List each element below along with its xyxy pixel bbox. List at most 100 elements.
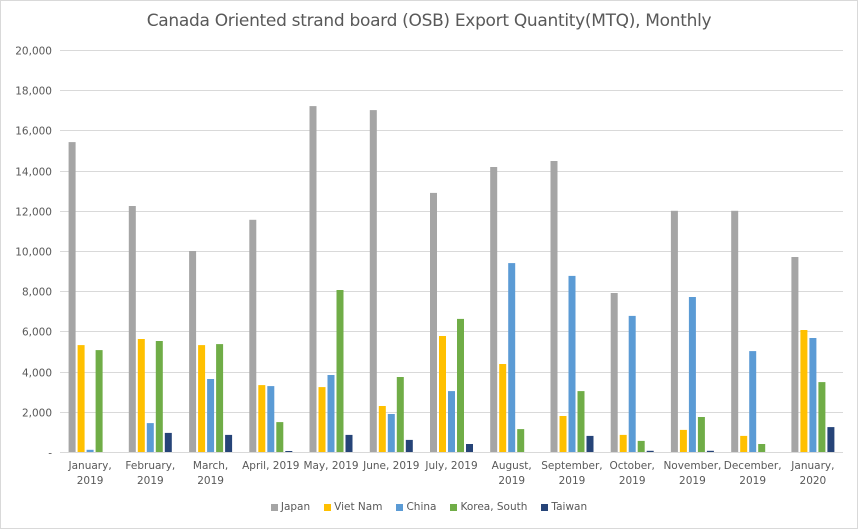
bar-china-4 bbox=[327, 375, 335, 452]
legend-item-viet-nam: Viet Nam bbox=[324, 501, 382, 513]
legend-swatch bbox=[541, 503, 549, 511]
bar-korea-south-11 bbox=[758, 444, 766, 452]
bar-viet-nam-10 bbox=[679, 429, 687, 452]
bar-japan-6 bbox=[430, 192, 437, 452]
y-tick-label: 18,000 bbox=[15, 86, 52, 98]
legend-label: Taiwan bbox=[551, 501, 588, 513]
bar-japan-3 bbox=[249, 219, 257, 452]
y-tick-label: 4,000 bbox=[22, 368, 52, 380]
y-axis: - 2,000 4,000 6,000 8,000 10,000 12,000 14,000 1… bbox=[15, 46, 52, 460]
bar-korea-south-10 bbox=[697, 417, 705, 452]
y-tick-label: 16,000 bbox=[15, 126, 52, 138]
bar-viet-nam-3 bbox=[258, 385, 266, 452]
bar-china-3 bbox=[267, 386, 275, 452]
x-tick-label: September, 2019 bbox=[541, 460, 602, 487]
bar-korea-south-12 bbox=[818, 382, 826, 452]
bar-viet-nam-7 bbox=[499, 364, 507, 452]
bar-taiwan-3 bbox=[285, 451, 293, 452]
x-tick-label: June, 2019 bbox=[362, 460, 419, 472]
legend-label: Japan bbox=[280, 501, 311, 513]
y-tick-label: 6,000 bbox=[22, 327, 52, 339]
bar-taiwan-2 bbox=[225, 434, 233, 452]
bar-taiwan-10 bbox=[706, 450, 714, 452]
bar-taiwan-4 bbox=[345, 434, 353, 452]
bar-china-1 bbox=[146, 423, 154, 452]
bar-korea-south-0 bbox=[95, 350, 103, 452]
bar-japan-12 bbox=[791, 257, 799, 452]
bar-korea-south-9 bbox=[637, 440, 645, 452]
y-tick-label: 2,000 bbox=[22, 408, 52, 420]
bar-japan-7 bbox=[490, 167, 498, 452]
bar-korea-south-6 bbox=[457, 318, 464, 452]
legend-item-japan: Japan bbox=[270, 501, 311, 513]
bar-china-7 bbox=[508, 263, 516, 452]
x-tick-label: April, 2019 bbox=[242, 460, 299, 472]
bar-viet-nam-6 bbox=[439, 336, 446, 452]
x-tick-label: August, 2019 bbox=[492, 460, 532, 487]
x-tick-label: October, 2019 bbox=[610, 460, 655, 487]
y-tick-label: 10,000 bbox=[15, 247, 52, 259]
bar-korea-south-5 bbox=[396, 377, 404, 452]
y-tick-label: - bbox=[48, 448, 52, 460]
bar-viet-nam-5 bbox=[378, 406, 386, 452]
chart-title: Canada Oriented strand board (OSB) Expor… bbox=[146, 11, 712, 31]
legend-swatch bbox=[450, 503, 458, 511]
bar-viet-nam-4 bbox=[318, 387, 326, 452]
bar-japan-2 bbox=[189, 251, 197, 452]
bar-china-9 bbox=[628, 315, 636, 452]
bar-japan-11 bbox=[731, 210, 739, 452]
bar-japan-8 bbox=[550, 161, 558, 452]
bar-japan-4 bbox=[309, 106, 317, 452]
bar-japan-10 bbox=[670, 210, 678, 452]
x-tick-label: January, 2020 bbox=[790, 460, 834, 487]
bar-china-8 bbox=[568, 275, 576, 452]
y-tick-label: 8,000 bbox=[22, 287, 52, 299]
bar-viet-nam-0 bbox=[77, 345, 85, 452]
bar-taiwan-12 bbox=[827, 427, 835, 452]
bar-china-0 bbox=[86, 449, 94, 452]
bar-japan-0 bbox=[68, 142, 76, 452]
x-tick-label: July, 2019 bbox=[424, 460, 477, 472]
bar-taiwan-6 bbox=[466, 444, 473, 452]
bar-china-12 bbox=[809, 338, 817, 452]
bar-china-11 bbox=[749, 351, 757, 452]
bar-korea-south-1 bbox=[155, 341, 163, 452]
y-tick-label: 14,000 bbox=[15, 167, 52, 179]
x-tick-label: March, 2019 bbox=[193, 460, 228, 487]
bar-china-10 bbox=[688, 297, 696, 452]
y-tick-label: 12,000 bbox=[15, 207, 52, 219]
legend-item-taiwan: Taiwan bbox=[541, 501, 587, 513]
bar-taiwan-9 bbox=[646, 450, 654, 452]
x-tick-label: February, 2019 bbox=[125, 460, 175, 487]
x-tick-label: May, 2019 bbox=[303, 460, 358, 472]
bar-korea-south-7 bbox=[517, 429, 525, 452]
bar-japan-9 bbox=[610, 293, 618, 452]
bars bbox=[68, 106, 835, 452]
bar-taiwan-1 bbox=[164, 432, 172, 452]
bar-viet-nam-12 bbox=[800, 330, 808, 452]
legend-swatch bbox=[270, 503, 278, 511]
x-tick-label: December, 2019 bbox=[724, 460, 782, 487]
x-tick-label: January, 2019 bbox=[68, 460, 112, 487]
x-tick-label: November, 2019 bbox=[663, 460, 721, 487]
bar-viet-nam-2 bbox=[198, 345, 206, 452]
bar-viet-nam-11 bbox=[740, 435, 748, 452]
y-tick-label: 20,000 bbox=[15, 46, 52, 58]
bar-korea-south-3 bbox=[276, 422, 284, 452]
legend-label: China bbox=[406, 501, 437, 513]
bar-korea-south-8 bbox=[577, 391, 585, 452]
bar-taiwan-8 bbox=[586, 435, 594, 452]
legend-label: Korea, South bbox=[460, 501, 528, 513]
bar-korea-south-2 bbox=[216, 344, 224, 452]
bar-viet-nam-9 bbox=[619, 434, 627, 452]
bar-china-6 bbox=[448, 391, 455, 452]
bar-china-5 bbox=[387, 414, 395, 452]
bar-viet-nam-1 bbox=[137, 339, 145, 452]
bar-taiwan-5 bbox=[405, 439, 413, 452]
bar-china-2 bbox=[207, 379, 215, 452]
legend: Japan Viet Nam China Korea, South Taiwan bbox=[0, 501, 858, 513]
bar-viet-nam-8 bbox=[559, 416, 567, 452]
x-axis: January, 2019 February, 2019 March, 2019 April… bbox=[68, 460, 835, 487]
legend-swatch bbox=[396, 503, 404, 511]
